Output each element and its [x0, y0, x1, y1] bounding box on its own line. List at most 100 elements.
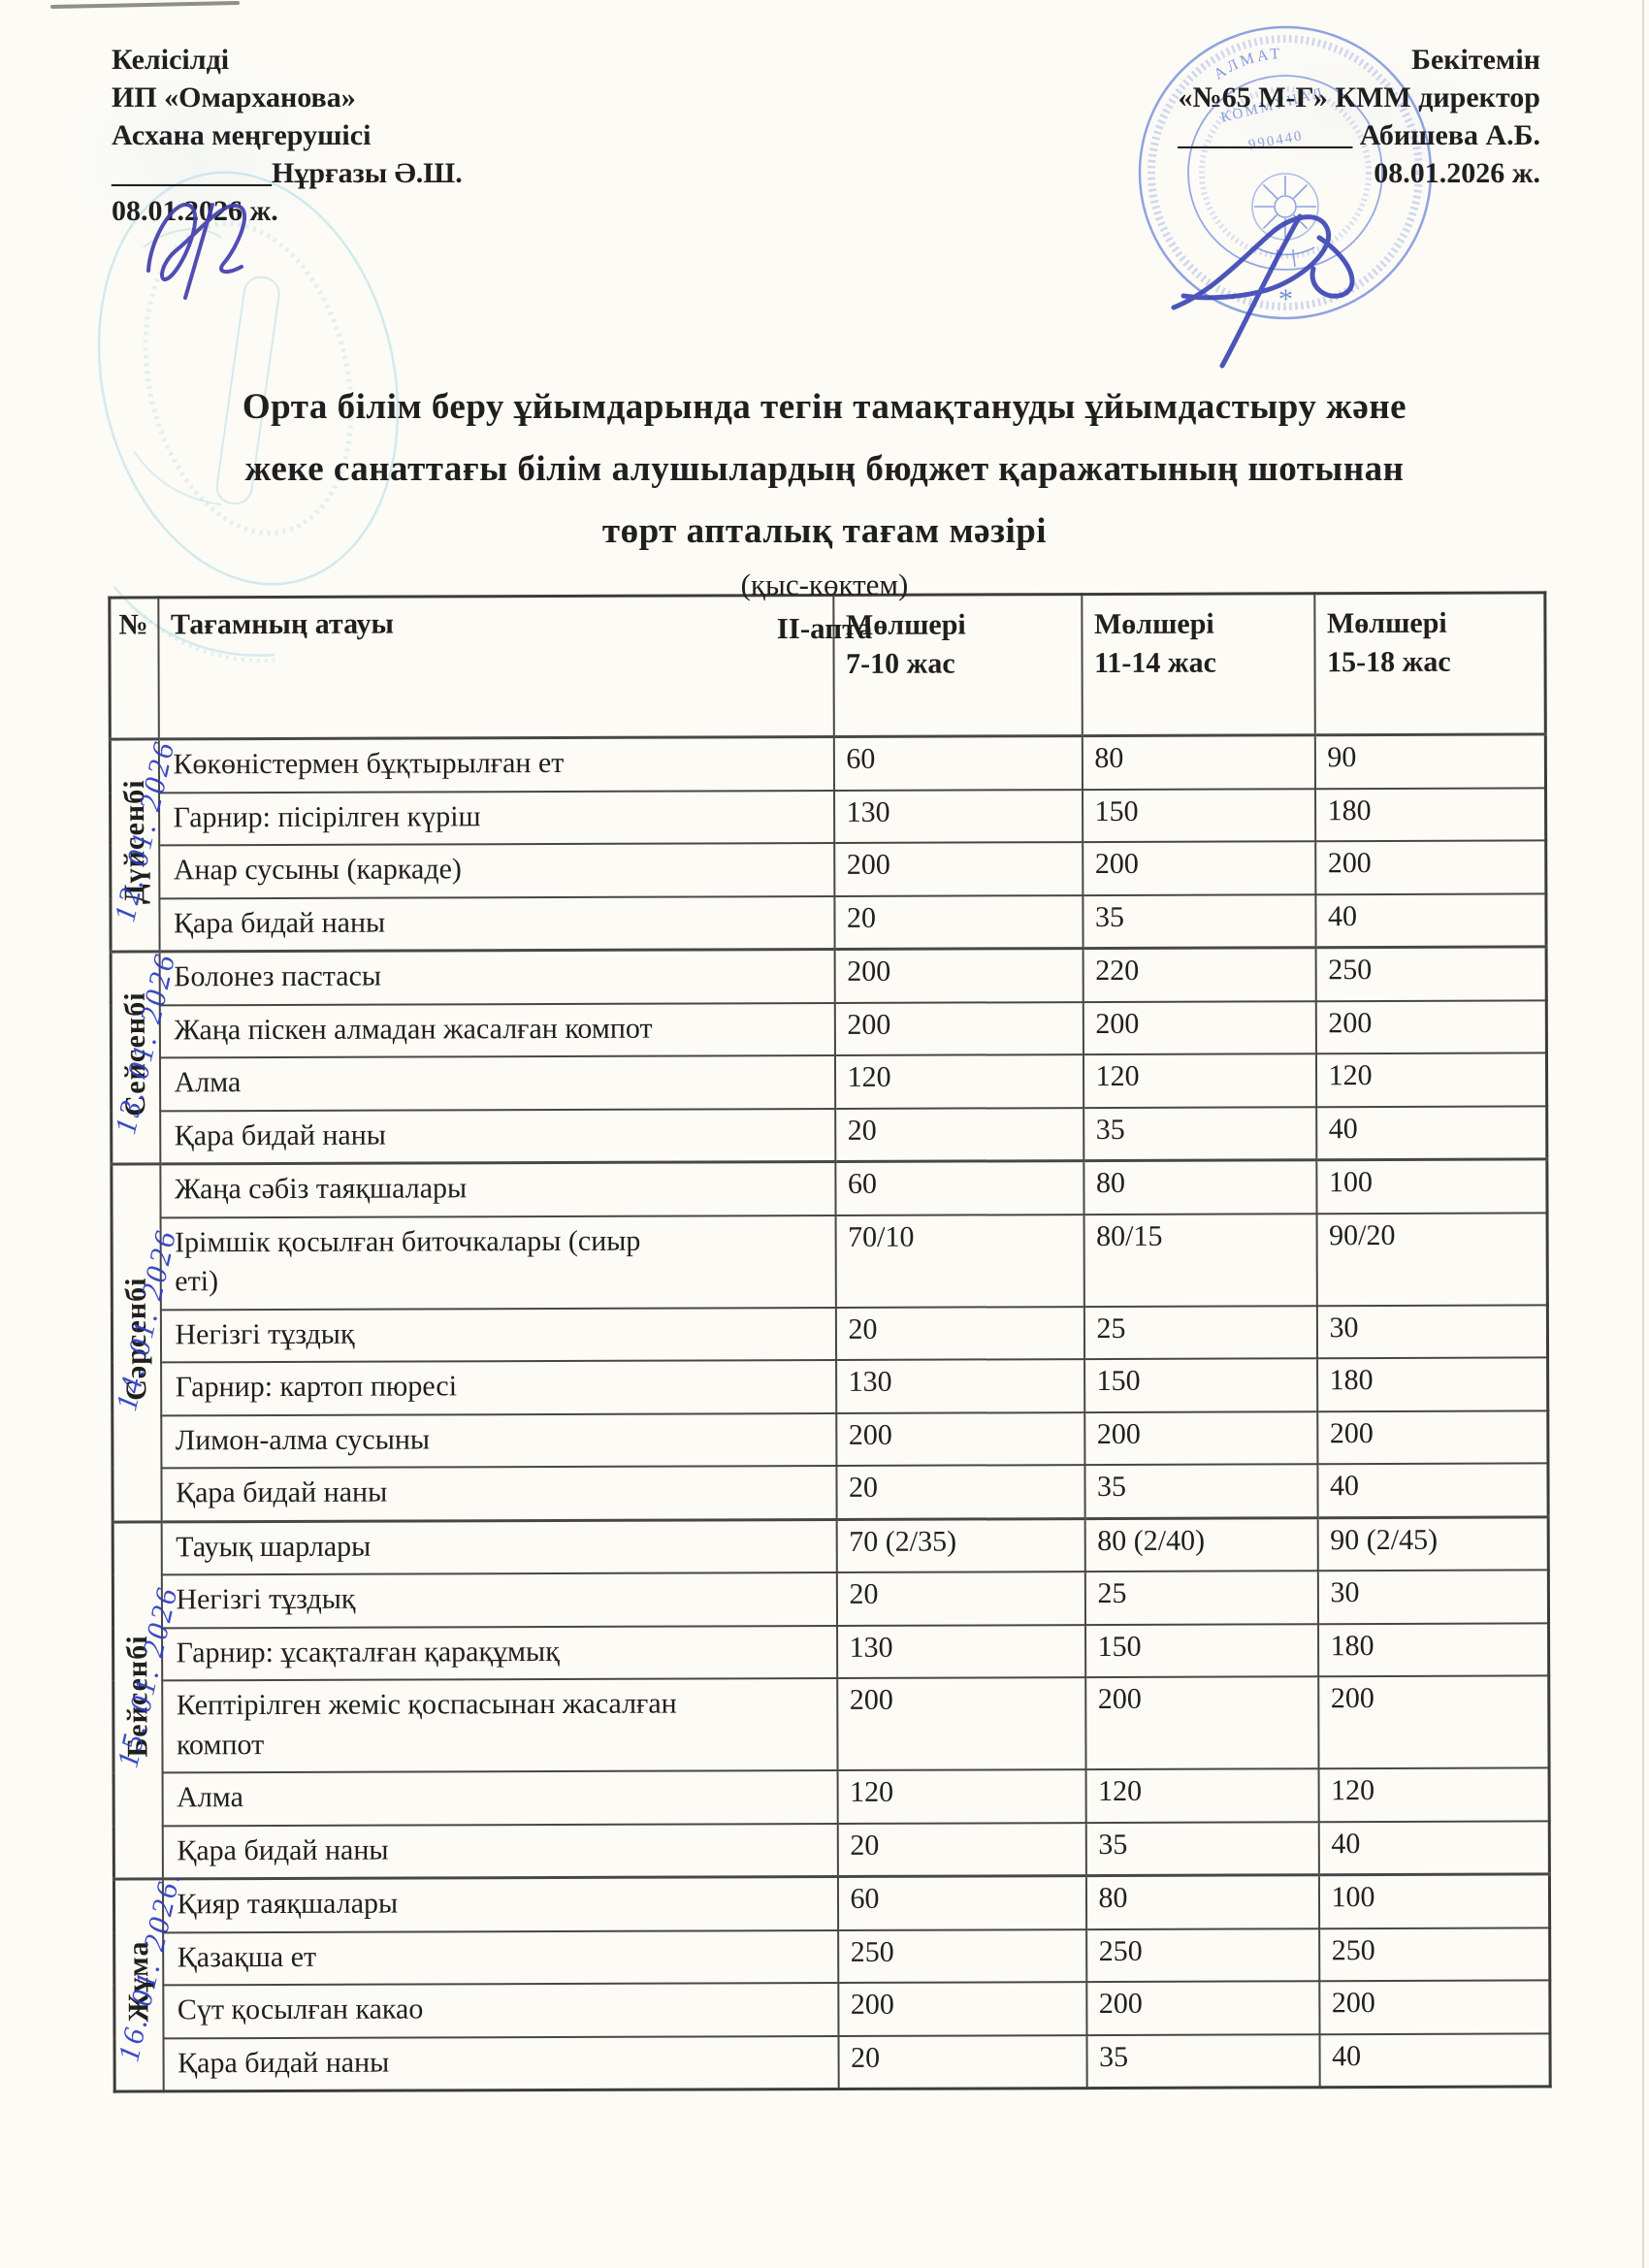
dish-name: Гарнир: пісірілген күріш: [158, 790, 834, 846]
stamp-rings: [1138, 25, 1433, 320]
portion-7-10: 130: [833, 789, 1083, 843]
portion-15-18: 40: [1318, 1820, 1550, 1875]
signature-right: [1171, 213, 1355, 369]
menu-row: Гарнир: пісірілген күріш 130 150 180: [111, 787, 1546, 846]
portion-15-18: 250: [1315, 946, 1547, 1001]
dish-name: Болонез пастасы: [159, 949, 835, 1005]
dish-name: Сүт қосылған какао: [162, 1982, 838, 2038]
portion-15-18: 30: [1316, 1304, 1548, 1359]
portion-11-14: 200: [1082, 841, 1315, 895]
menu-row: Гарнир: картоп пюресі 130 150 180: [113, 1357, 1548, 1415]
dish-name: Ірімшік қосылған биточкалары (сиыр еті): [160, 1215, 836, 1310]
portion-7-10: 20: [833, 894, 1083, 950]
page-edge: [1642, 0, 1644, 2268]
day-cell-wednesday: Сәрсенбі 14. 01. 2026: [109, 1163, 183, 1522]
approve-label: Бекітемін: [1411, 44, 1540, 76]
portion-15-18: 40: [1315, 1105, 1547, 1160]
signature-line: ___________Нұрғазы Ә.Ш.: [112, 157, 463, 189]
day-cell-friday: Жұма 16. 01. 2026.: [111, 1866, 187, 2092]
portion-11-14: 200: [1083, 1000, 1316, 1055]
day-cell-tuesday: Сейсенбі 13. 01. 2026: [108, 949, 182, 1165]
portion-7-10: 200: [837, 1982, 1086, 2036]
menu-row: Ірімшік қосылған биточкалары (сиыр еті) …: [112, 1212, 1548, 1310]
portion-11-14: 150: [1083, 1358, 1317, 1412]
day-block-friday: Жұма 16. 01. 2026. Қияр таяқшалары 60 80…: [111, 1866, 1551, 2092]
portion-7-10: 60: [834, 1160, 1084, 1215]
dish-name: Қара бидай наны: [163, 2035, 839, 2091]
menu-row: Сейсенбі 13. 01. 2026 Болонез пастасы 20…: [108, 946, 1547, 1165]
day-block-monday: Дүйсенбі 12. 01. 2026 Көкөністермен бұқт…: [107, 733, 1547, 953]
dish-name: Алма: [162, 1769, 838, 1826]
portion-15-18: 180: [1314, 787, 1546, 842]
portion-7-10: 20: [835, 1306, 1084, 1360]
menu-row: Жаңа піскен алмадан жасалған компот 200 …: [111, 999, 1547, 1058]
menu-row: Анар сусыны (каркаде) 200 200 200: [111, 840, 1546, 898]
portion-7-10: 70 (2/35): [836, 1518, 1085, 1572]
portion-7-10: 20: [837, 2034, 1087, 2090]
portion-7-10: 120: [834, 1054, 1083, 1109]
portion-15-18: 180: [1317, 1622, 1549, 1677]
portion-11-14: 80/15: [1083, 1213, 1317, 1307]
day-cell-monday: Дүйсенбі 12. 01. 2026: [107, 736, 181, 953]
portion-11-14: 35: [1083, 1464, 1318, 1519]
menu-row: Кептірілген жеміс қоспасынан жасалған ко…: [113, 1675, 1550, 1773]
portion-7-10: 200: [833, 842, 1083, 896]
dish-name: Негізгі тұздық: [161, 1571, 837, 1628]
menu-row: Алма 120 120 120: [111, 1053, 1547, 1111]
menu-row: Жұма 16. 01. 2026. Қияр таяқшалары 60 80…: [111, 1866, 1550, 2092]
dish-name: Қара бидай наны: [158, 895, 835, 952]
menu-row: Қазақша ет 250 250 250: [114, 1927, 1550, 1986]
dish-name: Жаңа піскен алмадан жасалған компот: [159, 1002, 835, 1058]
scan-artifact: [49, 0, 241, 10]
title-line-3: төрт апталық тағам мәзірі: [601, 511, 1048, 551]
portion-15-18: 90: [1314, 733, 1546, 789]
portion-15-18: 200: [1317, 1675, 1550, 1769]
dish-name: Көкөністермен бұқтырылған ет: [158, 736, 834, 793]
menu-row: Сәрсенбі 14. 01. 2026 Жаңа сәбіз таяқшал…: [109, 1158, 1548, 1522]
menu-row: Лимон-алма сусыны 200 200 200: [113, 1409, 1548, 1469]
portion-11-14: 200: [1083, 1410, 1317, 1466]
portion-15-18: 250: [1318, 1927, 1550, 1982]
signature-line: ____________ Абишева А.Б.: [1178, 119, 1540, 151]
title-line-2: жеке санаттағы білім алушылардың бюджет …: [244, 449, 1405, 489]
menu-table: № Тағамның атауы Мөлшері 7-10 жас Мөлшер…: [107, 591, 1552, 2093]
portion-7-10: 130: [836, 1624, 1085, 1678]
portion-15-18: 100: [1318, 1873, 1550, 1928]
portion-11-14: 150: [1082, 788, 1315, 843]
approval-block-left: Келісілді ИП «Омарханова» Асхана меңгеру…: [112, 41, 463, 230]
menu-row: Дүйсенбі 12. 01. 2026 Көкөністермен бұқт…: [107, 733, 1546, 953]
portion-7-10: 60: [833, 735, 1083, 791]
portion-7-10: 200: [836, 1677, 1086, 1770]
portion-15-18: 40: [1316, 1463, 1549, 1518]
dish-name: Кептірілген жеміс қоспасынан жасалған ко…: [161, 1677, 838, 1773]
dish-name: Қара бидай наны: [159, 1108, 835, 1164]
agreed-label: Келісілді: [112, 44, 230, 76]
portion-15-18: 200: [1318, 1980, 1550, 2034]
signature-left: [146, 203, 247, 300]
portion-7-10: 250: [837, 1928, 1086, 1983]
menu-row: Негізгі тұздық 20 25 30: [113, 1570, 1549, 1628]
portion-7-10: 20: [835, 1465, 1085, 1519]
portion-11-14: 35: [1082, 893, 1316, 949]
menu-row: Негізгі тұздық 20 25 30: [112, 1304, 1548, 1363]
dish-name: Қазақша ет: [162, 1929, 838, 1986]
dish-name: Негізгі тұздық: [160, 1307, 836, 1363]
stamp-star: *: [1278, 283, 1293, 315]
portion-11-14: 150: [1084, 1623, 1318, 1678]
dish-name: Жаңа сәбіз таяқшалары: [159, 1161, 836, 1217]
title-line-1: Орта білім беру ұйымдарында тегін тамақт…: [242, 387, 1407, 427]
menu-row: Қара бидай наны 20 35 40: [112, 1105, 1547, 1164]
portion-11-14: 80: [1082, 734, 1315, 790]
portion-15-18: 120: [1318, 1767, 1550, 1822]
portion-7-10: 200: [834, 1001, 1083, 1055]
menu-row: Қара бидай наны 20 35 40: [111, 892, 1547, 952]
menu-row: Алма 120 120 120: [113, 1767, 1550, 1826]
stamp-rings: [97, 171, 400, 663]
portion-7-10: 200: [834, 948, 1083, 1003]
portion-11-14: 80 (2/40): [1084, 1517, 1318, 1572]
faint-round-stamp: [97, 171, 400, 663]
portion-11-14: 80: [1085, 1874, 1319, 1929]
dish-name: Қара бидай наны: [162, 1823, 838, 1879]
portion-11-14: 25: [1084, 1571, 1318, 1625]
portion-11-14: 220: [1083, 947, 1316, 1002]
